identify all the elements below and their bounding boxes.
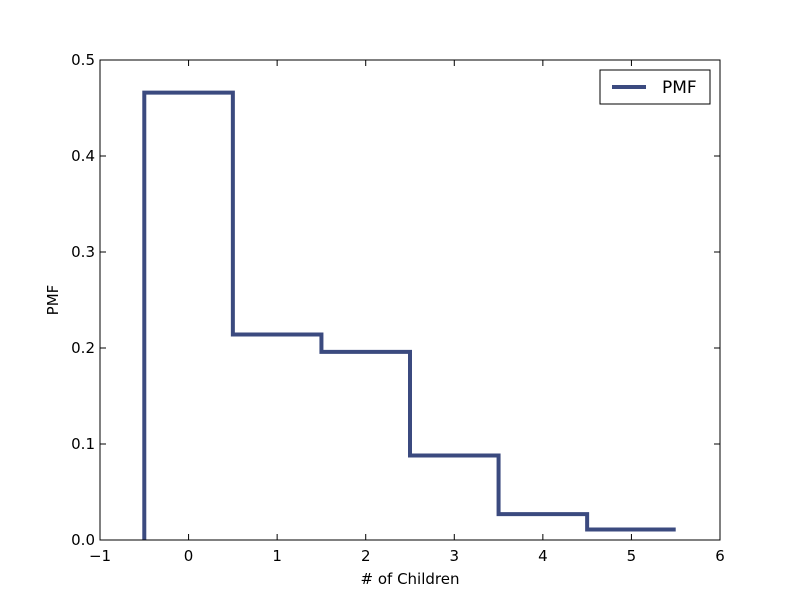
y-axis-label: PMF: [44, 285, 62, 316]
x-tick-label: 1: [272, 547, 282, 565]
x-tick-label: 3: [450, 547, 460, 565]
plot-area: −1 0 1 2 3 4 5 6 0.0 0.1 0.2 0.3 0.4 0.5: [71, 51, 725, 565]
pmf-step-line: [142, 90, 676, 540]
y-tick-label: 0.1: [71, 435, 95, 453]
legend: PMF: [599, 69, 711, 105]
x-tick-label: −1: [89, 547, 111, 565]
plot-frame: [99, 59, 721, 541]
y-tick-label: 0.3: [71, 243, 95, 261]
legend-label-pmf: PMF: [662, 78, 697, 98]
y-tick-label: 0.2: [71, 339, 95, 357]
y-tick-label: 0.0: [71, 531, 95, 549]
x-tick-label: 6: [715, 547, 725, 565]
x-axis-label: # of Children: [361, 570, 460, 588]
x-tick-label: 5: [627, 547, 637, 565]
x-tick-label: 2: [361, 547, 371, 565]
x-tick-label: 0: [184, 547, 194, 565]
y-tick-label: 0.4: [71, 147, 95, 165]
x-tick-label: 4: [538, 547, 548, 565]
y-tick-label: 0.5: [71, 51, 95, 69]
